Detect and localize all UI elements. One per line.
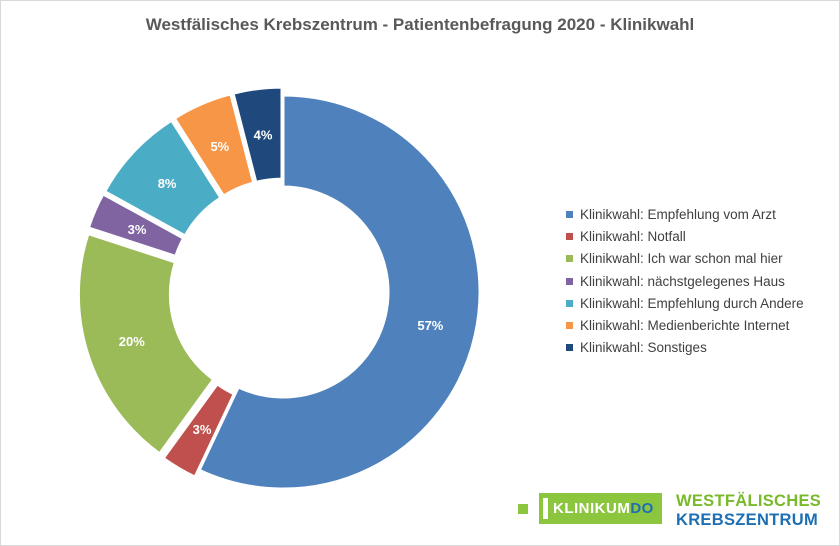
- legend-swatch: [566, 277, 573, 285]
- legend-item-klinikwahl-sonstiges: Klinikwahl: Sonstiges: [566, 337, 804, 359]
- data-label-klinikwahl-notfall: 3%: [193, 422, 212, 437]
- slice-klinikwahl-ich-war-schon-mal-hier: [76, 231, 216, 456]
- data-label-klinikwahl-sonstiges: 4%: [254, 127, 273, 142]
- legend-swatch: [566, 210, 573, 218]
- legend-item-klinikwahl-empfehlung-vom-arzt: Klinikwahl: Empfehlung vom Arzt: [566, 203, 804, 225]
- slice-klinikwahl-sonstiges: [231, 85, 284, 185]
- klinikum-do-badge: KLINIKUMDO: [539, 493, 662, 524]
- legend-swatch: [566, 322, 573, 330]
- slice-klinikwahl-empfehlung-vom-arzt: [197, 93, 482, 491]
- slice-klinikwahl-nächstgelegenes-haus: [86, 191, 186, 259]
- data-label-klinikwahl-ich-war-schon-mal-hier: 20%: [119, 334, 145, 349]
- logo-text: WESTFÄLISCHES KREBSZENTRUM: [676, 492, 822, 529]
- legend-item-klinikwahl-ich-war-schon-mal-hier: Klinikwahl: Ich war schon mal hier: [566, 248, 804, 270]
- legend-item-klinikwahl-medienberichte-internet: Klinikwahl: Medienberichte Internet: [566, 314, 804, 336]
- slice-klinikwahl-notfall: [161, 381, 237, 480]
- legend-swatch: [566, 344, 573, 352]
- logo: KLINIKUMDO WESTFÄLISCHES KREBSZENTRUM: [518, 492, 830, 532]
- legend-item-klinikwahl-nächstgelegenes-haus: Klinikwahl: nächstgelegenes Haus: [566, 270, 804, 292]
- legend-label: Klinikwahl: Empfehlung vom Arzt: [580, 206, 776, 222]
- chart-title: Westfälisches Krebszentrum - Patientenbe…: [145, 15, 695, 34]
- legend-swatch: [566, 232, 573, 240]
- data-label-klinikwahl-empfehlung-durch-andere: 8%: [158, 176, 177, 191]
- logo-square-icon: [518, 504, 528, 514]
- legend-item-klinikwahl-empfehlung-durch-andere: Klinikwahl: Empfehlung durch Andere: [566, 292, 804, 314]
- legend-label: Klinikwahl: nächstgelegenes Haus: [580, 273, 785, 289]
- data-label-klinikwahl-medienberichte-internet: 5%: [210, 139, 229, 154]
- slice-klinikwahl-medienberichte-internet: [172, 92, 256, 199]
- legend-label: Klinikwahl: Ich war schon mal hier: [580, 251, 783, 267]
- legend-swatch: [566, 299, 573, 307]
- legend-label: Klinikwahl: Notfall: [580, 228, 686, 244]
- legend-label: Klinikwahl: Sonstiges: [580, 340, 707, 356]
- legend-label: Klinikwahl: Medienberichte Internet: [580, 318, 790, 334]
- data-label-klinikwahl-empfehlung-vom-arzt: 57%: [417, 318, 443, 333]
- legend-item-klinikwahl-notfall: Klinikwahl: Notfall: [566, 225, 804, 247]
- chart-legend: Klinikwahl: Empfehlung vom Arzt Klinikwah…: [566, 203, 804, 359]
- legend-swatch: [566, 255, 573, 263]
- data-label-klinikwahl-nächstgelegenes-haus: 3%: [128, 222, 147, 237]
- slice-klinikwahl-empfehlung-durch-andere: [102, 118, 223, 238]
- legend-label: Klinikwahl: Empfehlung durch Andere: [580, 295, 804, 311]
